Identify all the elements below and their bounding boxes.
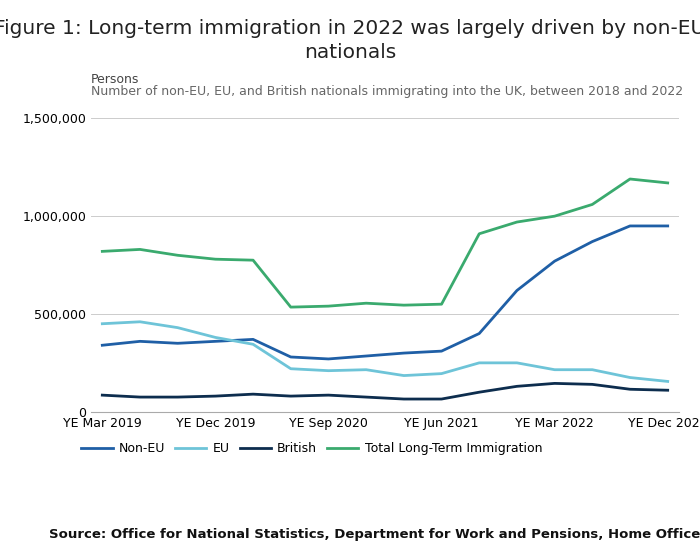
- Non-EU: [400, 350, 408, 356]
- EU: [174, 324, 182, 331]
- Total Long-Term Immigration: [626, 176, 634, 182]
- Non-EU: [324, 356, 332, 362]
- Total Long-Term Immigration: [400, 302, 408, 309]
- Total Long-Term Immigration: [512, 219, 521, 225]
- Line: EU: EU: [102, 322, 668, 382]
- EU: [438, 371, 446, 377]
- Total Long-Term Immigration: [324, 303, 332, 310]
- British: [664, 387, 672, 394]
- British: [550, 380, 559, 386]
- EU: [98, 321, 106, 327]
- Total Long-Term Immigration: [136, 246, 144, 253]
- Total Long-Term Immigration: [98, 248, 106, 255]
- British: [588, 381, 596, 388]
- Non-EU: [626, 223, 634, 229]
- EU: [362, 366, 370, 373]
- Legend: Non-EU, EU, British, Total Long-Term Immigration: Non-EU, EU, British, Total Long-Term Imm…: [76, 437, 547, 460]
- Total Long-Term Immigration: [475, 231, 484, 237]
- EU: [211, 334, 220, 341]
- British: [324, 392, 332, 399]
- Non-EU: [588, 238, 596, 245]
- Total Long-Term Immigration: [588, 201, 596, 208]
- Text: Number of non-EU, EU, and British nationals immigrating into the UK, between 201: Number of non-EU, EU, and British nation…: [91, 85, 683, 98]
- EU: [475, 360, 484, 366]
- British: [400, 396, 408, 402]
- Non-EU: [550, 258, 559, 265]
- Non-EU: [174, 340, 182, 346]
- Total Long-Term Immigration: [249, 257, 258, 264]
- Total Long-Term Immigration: [286, 304, 295, 310]
- Total Long-Term Immigration: [362, 300, 370, 306]
- Text: Figure 1: Long-term immigration in 2022 was largely driven by non-EU
nationals: Figure 1: Long-term immigration in 2022 …: [0, 19, 700, 61]
- EU: [550, 366, 559, 373]
- Total Long-Term Immigration: [211, 256, 220, 262]
- EU: [286, 366, 295, 372]
- Total Long-Term Immigration: [438, 301, 446, 307]
- British: [475, 389, 484, 395]
- British: [438, 396, 446, 402]
- EU: [249, 341, 258, 348]
- EU: [400, 372, 408, 379]
- Line: Non-EU: Non-EU: [102, 226, 668, 359]
- British: [174, 394, 182, 400]
- Line: British: British: [102, 383, 668, 399]
- British: [98, 392, 106, 399]
- British: [512, 383, 521, 390]
- EU: [626, 374, 634, 381]
- EU: [512, 360, 521, 366]
- Non-EU: [249, 336, 258, 343]
- British: [136, 394, 144, 400]
- Non-EU: [211, 338, 220, 345]
- Non-EU: [475, 330, 484, 337]
- Line: Total Long-Term Immigration: Total Long-Term Immigration: [102, 179, 668, 307]
- British: [211, 393, 220, 400]
- British: [362, 394, 370, 400]
- EU: [136, 318, 144, 325]
- Non-EU: [512, 287, 521, 294]
- Text: Source: Office for National Statistics, Department for Work and Pensions, Home O: Source: Office for National Statistics, …: [49, 528, 700, 541]
- Non-EU: [362, 352, 370, 359]
- British: [249, 391, 258, 397]
- EU: [664, 378, 672, 385]
- Total Long-Term Immigration: [550, 213, 559, 220]
- EU: [324, 367, 332, 374]
- Total Long-Term Immigration: [174, 252, 182, 259]
- Non-EU: [286, 354, 295, 360]
- British: [626, 386, 634, 393]
- Total Long-Term Immigration: [664, 180, 672, 186]
- Non-EU: [664, 223, 672, 229]
- EU: [588, 366, 596, 373]
- Non-EU: [438, 348, 446, 355]
- Text: Persons: Persons: [91, 74, 139, 86]
- Non-EU: [98, 342, 106, 349]
- Non-EU: [136, 338, 144, 345]
- British: [286, 393, 295, 400]
